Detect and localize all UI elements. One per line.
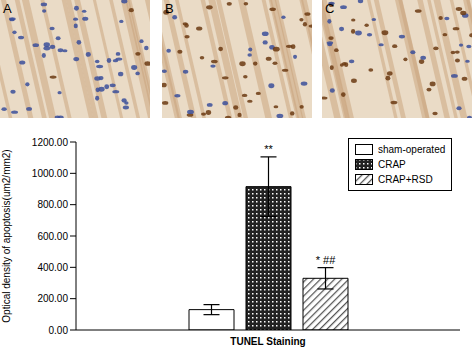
html-text:B: B — [165, 1, 174, 16]
svg-text:**: ** — [264, 143, 273, 155]
html-text:sham-operated: sham-operated — [378, 144, 446, 155]
svg-text:* ##: * ## — [316, 254, 336, 266]
svg-text:800.00: 800.00 — [37, 199, 68, 210]
svg-text:0.00: 0.00 — [49, 325, 69, 336]
svg-text:200.00: 200.00 — [37, 293, 68, 304]
html-text:A: A — [3, 1, 12, 16]
svg-text:1200.00: 1200.00 — [32, 137, 69, 148]
html-text:C: C — [325, 1, 335, 16]
svg-text:600.00: 600.00 — [37, 231, 68, 242]
svg-text:1000.00: 1000.00 — [32, 168, 69, 179]
html-text:CRAP: CRAP — [378, 159, 406, 170]
svg-text:TUNEL Staining: TUNEL Staining — [230, 336, 305, 347]
svg-text:400.00: 400.00 — [37, 262, 68, 273]
html-text:CRAP+RSD: CRAP+RSD — [378, 174, 433, 185]
svg-text:Optical density of apoptosis(u: Optical density of apoptosis(um2/mm2) — [1, 149, 12, 322]
